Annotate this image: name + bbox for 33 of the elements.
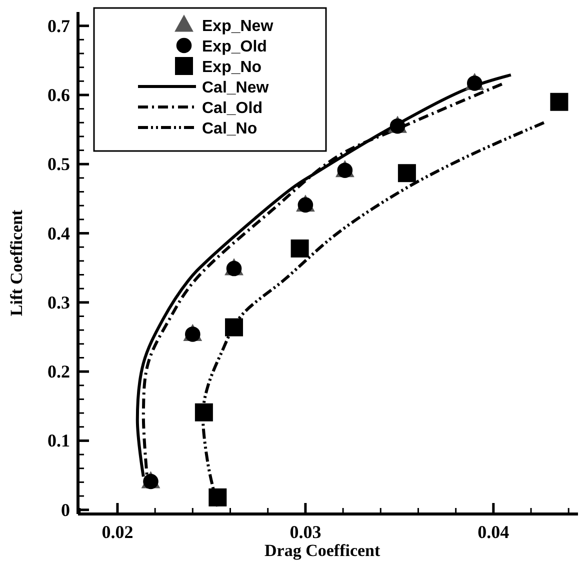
legend-label: Cal_No (202, 120, 258, 138)
y-axis-title: Lift Coefficent (7, 210, 26, 316)
legend-item: Exp_No (175, 57, 262, 76)
y-tick-label: 0 (61, 500, 70, 520)
point (194, 403, 213, 422)
y-tick-label: 0.5 (48, 154, 70, 174)
x-axis-title: Drag Coefficent (264, 541, 381, 560)
y-tick-label: 0.3 (48, 292, 70, 312)
legend-item: Cal_No (138, 120, 258, 138)
legend-item: Cal_Old (138, 100, 262, 117)
legend-item: Cal_New (138, 80, 269, 96)
point (208, 488, 227, 506)
y-tick-label: 0.2 (48, 362, 70, 382)
point (290, 239, 309, 258)
point (337, 162, 353, 178)
y-tick-label: 0.7 (48, 16, 70, 36)
legend-label: Exp_No (202, 59, 262, 76)
x-tick-label: 0.03 (290, 522, 322, 542)
point (225, 318, 244, 336)
legend-label: Exp_New (202, 18, 274, 35)
legend-item: Exp_New (174, 14, 274, 35)
point (466, 76, 482, 91)
x-tick-label: 0.02 (102, 522, 134, 542)
legend-label: Cal_New (202, 80, 270, 96)
y-tick-label: 0.4 (48, 223, 70, 244)
point (398, 164, 416, 182)
point (550, 92, 568, 111)
y-tick-label: 0.1 (48, 430, 70, 451)
legend-label: Exp_Old (202, 38, 267, 56)
y-tick-label: 0.6 (48, 84, 70, 105)
x-tick-label: 0.04 (478, 522, 510, 542)
legend-label: Cal_Old (202, 100, 262, 117)
legend-item: Exp_Old (176, 38, 267, 56)
